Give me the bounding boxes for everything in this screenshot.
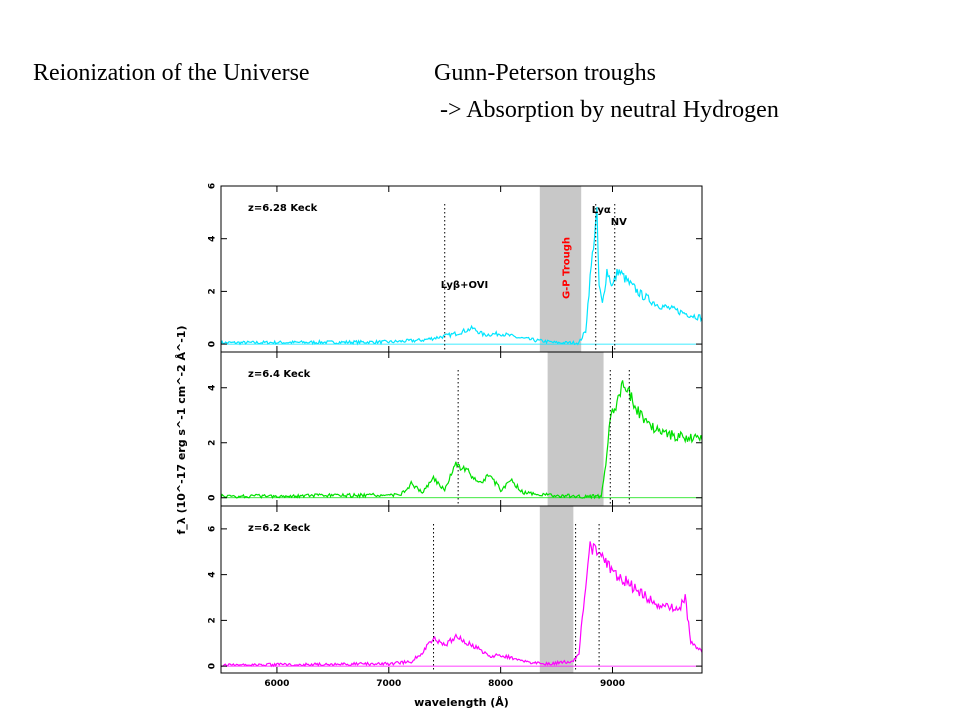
spectrum-line <box>220 380 703 500</box>
y-tick-label: 2 <box>208 288 218 294</box>
y-axis-label: f_λ (10^-17 erg s^-1 cm^-2 Å^-1) <box>175 326 188 535</box>
slide-title: Reionization of the Universe <box>33 60 310 86</box>
y-tick-label: 2 <box>208 440 218 446</box>
y-tick-label: 4 <box>208 385 218 391</box>
y-tick-label: 6 <box>208 526 218 532</box>
x-tick-label: 7000 <box>376 679 401 689</box>
line-id-label: NV <box>611 217 627 228</box>
y-tick-label: 0 <box>208 495 218 501</box>
x-axis-label: wavelength (Å) <box>414 696 509 709</box>
y-tick-label: 0 <box>208 663 218 669</box>
slide-title-right: Gunn-Peterson troughs <box>434 60 656 86</box>
spectrum-line <box>220 541 703 668</box>
x-tick-label: 8000 <box>488 679 513 689</box>
y-tick-label: 0 <box>208 341 218 347</box>
y-tick-label: 2 <box>208 617 218 623</box>
spectrum-line <box>220 206 703 346</box>
line-id-label: Lyβ+OVI <box>441 280 488 291</box>
y-tick-label: 4 <box>208 571 218 577</box>
trough-shade <box>539 186 582 352</box>
spectrum-panel: 0 2 4 z=6.4 Keck <box>208 351 703 507</box>
line-id-label: Lyα <box>592 205 611 216</box>
x-tick-label: 9000 <box>600 679 625 689</box>
trough-label: G-P Trough <box>561 237 572 299</box>
panel-label: z=6.28 Keck <box>248 203 318 214</box>
y-tick-label: 4 <box>208 236 218 242</box>
panel-label: z=6.4 Keck <box>248 369 311 380</box>
x-tick-label: 6000 <box>264 679 289 689</box>
panel-frame <box>220 505 703 674</box>
panel-label: z=6.2 Keck <box>248 523 311 534</box>
slide-subtitle: -> Absorption by neutral Hydrogen <box>440 97 779 123</box>
y-tick-label: 6 <box>208 183 218 189</box>
trough-shade <box>547 352 604 506</box>
trough-shade <box>539 506 574 673</box>
spectrum-panel: 0 2 4 6 z=6.2 Keck <box>208 505 703 674</box>
